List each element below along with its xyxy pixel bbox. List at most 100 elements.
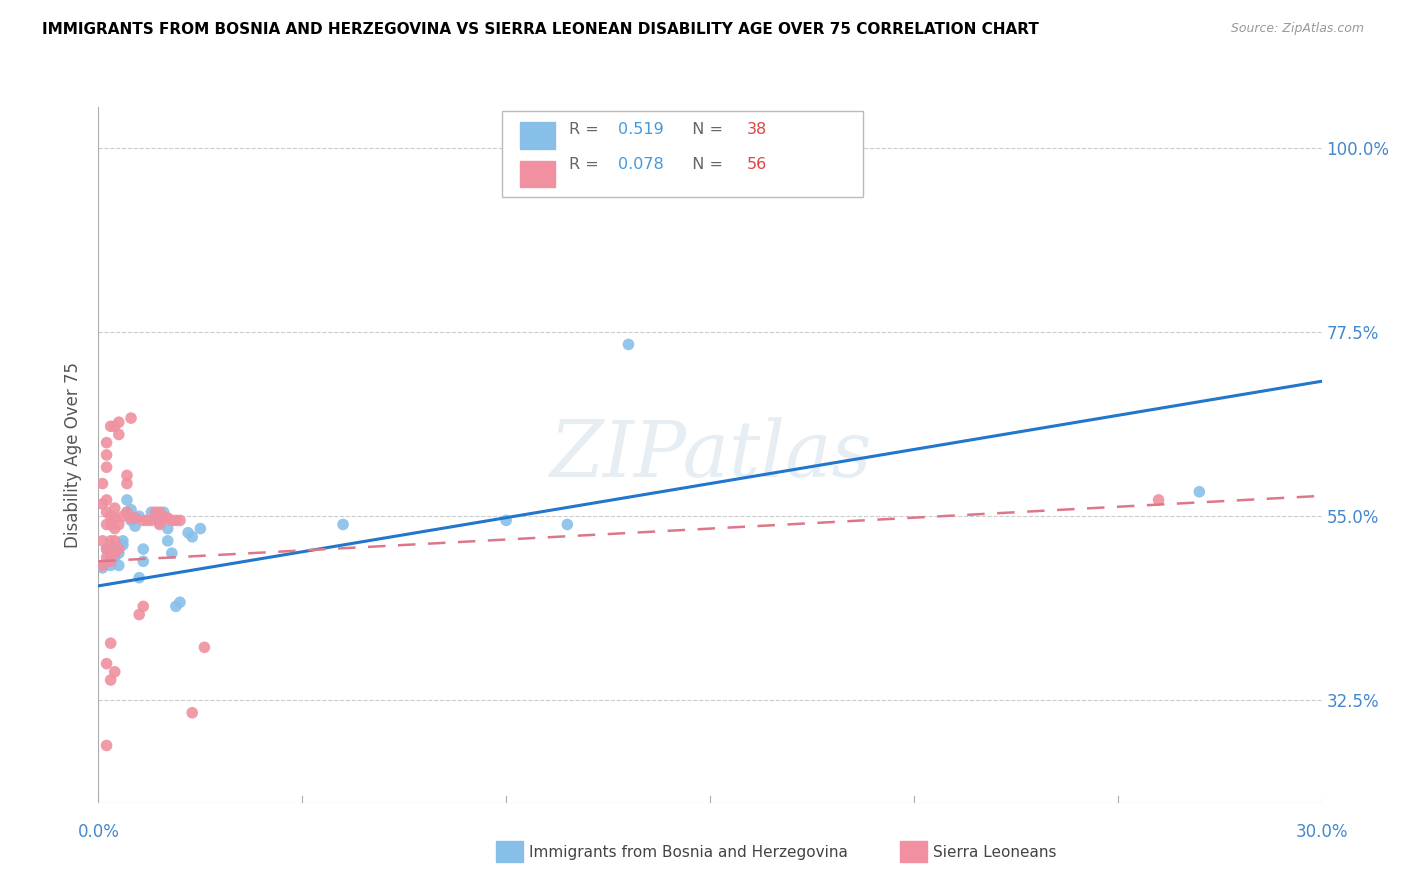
Point	[124, 511, 146, 525]
Point	[557, 517, 579, 532]
Text: Sierra Leoneans: Sierra Leoneans	[932, 846, 1056, 861]
Text: IMMIGRANTS FROM BOSNIA AND HERZEGOVINA VS SIERRA LEONEAN DISABILITY AGE OVER 75 : IMMIGRANTS FROM BOSNIA AND HERZEGOVINA V…	[42, 22, 1039, 37]
Point	[120, 502, 142, 516]
Point	[141, 505, 163, 519]
Point	[111, 538, 134, 552]
Point	[115, 468, 138, 483]
Point	[141, 513, 163, 527]
Point	[100, 550, 122, 565]
Point	[495, 513, 517, 527]
Point	[149, 511, 172, 525]
Point	[156, 533, 179, 548]
Point	[108, 427, 131, 442]
Point	[96, 505, 118, 519]
Point	[104, 546, 127, 560]
Point	[145, 505, 167, 519]
Point	[100, 419, 122, 434]
Point	[96, 435, 118, 450]
Point	[181, 530, 204, 544]
Point	[96, 492, 118, 507]
Point	[104, 522, 127, 536]
Point	[100, 636, 122, 650]
FancyBboxPatch shape	[502, 111, 863, 197]
Point	[132, 554, 155, 568]
Text: ZIPatlas: ZIPatlas	[548, 417, 872, 493]
Point	[128, 571, 150, 585]
Bar	[520, 122, 555, 149]
Point	[100, 673, 122, 687]
Point	[96, 448, 118, 462]
Point	[104, 665, 127, 679]
Point	[332, 517, 354, 532]
Point	[108, 517, 131, 532]
Text: 56: 56	[747, 157, 768, 172]
Text: R =: R =	[569, 157, 605, 172]
Point	[160, 513, 183, 527]
Bar	[520, 161, 555, 187]
Point	[115, 492, 138, 507]
Text: Source: ZipAtlas.com: Source: ZipAtlas.com	[1230, 22, 1364, 36]
Point	[96, 657, 118, 671]
Bar	[900, 841, 927, 862]
Point	[96, 517, 118, 532]
Text: R =: R =	[569, 122, 605, 137]
Point	[100, 546, 122, 560]
Point	[188, 522, 212, 536]
Point	[104, 501, 127, 516]
Point	[132, 542, 155, 557]
Point	[96, 542, 118, 557]
Point	[100, 558, 122, 573]
Point	[124, 519, 146, 533]
Point	[104, 533, 127, 548]
Point	[136, 513, 159, 527]
Text: 0.519: 0.519	[619, 122, 664, 137]
Point	[124, 511, 146, 525]
Point	[152, 505, 174, 519]
Point	[115, 505, 138, 519]
Point	[104, 511, 127, 525]
Point	[193, 640, 215, 655]
Text: 38: 38	[747, 122, 768, 137]
Point	[169, 595, 191, 609]
Point	[96, 460, 118, 475]
Point	[91, 497, 114, 511]
Point	[128, 509, 150, 524]
Text: N =: N =	[682, 122, 728, 137]
Point	[96, 542, 118, 557]
Point	[1147, 492, 1170, 507]
Point	[181, 706, 204, 720]
Text: N =: N =	[682, 157, 728, 172]
Text: 0.078: 0.078	[619, 157, 664, 172]
Point	[91, 558, 114, 573]
Point	[100, 509, 122, 524]
Point	[617, 337, 640, 351]
Point	[149, 505, 172, 519]
Text: Immigrants from Bosnia and Herzegovina: Immigrants from Bosnia and Herzegovina	[529, 846, 848, 861]
Point	[1188, 484, 1211, 499]
Point	[108, 415, 131, 429]
Point	[149, 517, 172, 532]
Point	[111, 533, 134, 548]
Point	[165, 513, 187, 527]
Point	[120, 511, 142, 525]
Point	[165, 599, 187, 614]
Point	[132, 599, 155, 614]
Y-axis label: Disability Age Over 75: Disability Age Over 75	[65, 362, 83, 548]
Point	[115, 505, 138, 519]
Point	[104, 542, 127, 557]
Point	[108, 558, 131, 573]
Point	[104, 550, 127, 565]
Point	[160, 546, 183, 560]
Point	[177, 525, 200, 540]
Point	[91, 476, 114, 491]
Point	[152, 511, 174, 525]
Point	[100, 533, 122, 548]
Point	[132, 513, 155, 527]
Point	[100, 517, 122, 532]
Point	[91, 561, 114, 575]
Point	[100, 554, 122, 568]
Bar	[496, 841, 523, 862]
Point	[108, 546, 131, 560]
Point	[145, 511, 167, 525]
Point	[96, 739, 118, 753]
